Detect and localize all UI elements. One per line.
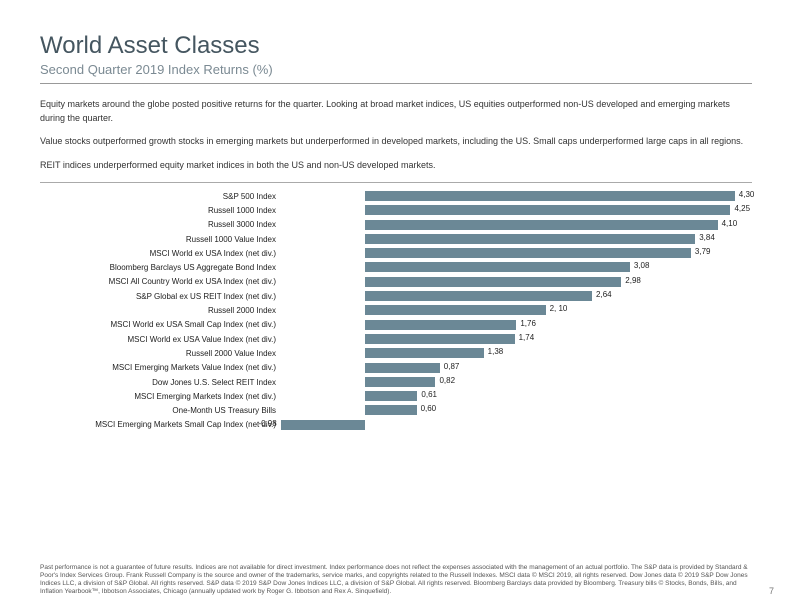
chart-row: MSCI All Country World ex USA Index (net… <box>40 275 752 289</box>
chart-bar-area: 2,64 <box>280 289 752 303</box>
chart-row: Russell 2000 Index 2, 10 <box>40 303 752 317</box>
chart-bar-area: 3,08 <box>280 260 752 274</box>
chart-bar <box>365 305 546 315</box>
chart-row: MSCI World ex USA Index (net div.) 3,79 <box>40 246 752 260</box>
page-subtitle: Second Quarter 2019 Index Returns (%) <box>40 62 752 77</box>
chart-bar-area: 3,84 <box>280 232 752 246</box>
chart-bar <box>365 391 417 401</box>
chart-bar-area: 4,10 <box>280 218 752 232</box>
chart-row-label: MSCI Emerging Markets Index (net div.) <box>40 392 280 401</box>
chart-row: Russell 3000 Index 4,10 <box>40 218 752 232</box>
chart-row: MSCI Emerging Markets Value Index (net d… <box>40 361 752 375</box>
chart-bar <box>281 420 365 430</box>
chart-bar <box>365 234 695 244</box>
chart-bar-area: -0,98 <box>280 418 752 432</box>
chart-value-label: 0,61 <box>417 390 437 399</box>
chart-value-label: 1,76 <box>516 319 536 328</box>
chart-value-label: 2, 10 <box>546 304 568 313</box>
chart-bar <box>365 291 592 301</box>
chart-bar-area: 2,98 <box>280 275 752 289</box>
chart-bar-area: 4,30 <box>280 189 752 203</box>
chart-bar <box>365 363 440 373</box>
chart-bar-area: 1,38 <box>280 346 752 360</box>
chart-row: MSCI Emerging Markets Index (net div.) 0,… <box>40 389 752 403</box>
chart-bar-area: 2, 10 <box>280 303 752 317</box>
chart-row: Dow Jones U.S. Select REIT Index 0,82 <box>40 375 752 389</box>
chart-value-label: 0,87 <box>440 362 460 371</box>
chart-row: S&P 500 Index 4,30 <box>40 189 752 203</box>
chart-bar <box>365 262 630 272</box>
chart-row-label: MSCI World ex USA Value Index (net div.) <box>40 335 280 344</box>
chart-row: Russell 1000 Value Index 3,84 <box>40 232 752 246</box>
chart-row-label: Russell 2000 Index <box>40 306 280 315</box>
chart-row-label: One-Month US Treasury Bills <box>40 406 280 415</box>
chart-bar-area: 0,60 <box>280 403 752 417</box>
chart-bar-area: 4,25 <box>280 203 752 217</box>
footnote: Past performance is not a guarantee of f… <box>40 564 752 597</box>
chart-row-label: S&P 500 Index <box>40 192 280 201</box>
chart-bar-area: 3,79 <box>280 246 752 260</box>
chart-bar <box>365 377 436 387</box>
chart-row-label: Russell 1000 Value Index <box>40 235 280 244</box>
paragraph: Equity markets around the globe posted p… <box>40 98 752 125</box>
chart-value-label: 1,74 <box>515 333 535 342</box>
chart-value-label: 0,60 <box>417 404 437 413</box>
chart-value-label: 3,08 <box>630 261 650 270</box>
chart-row: MSCI Emerging Markets Small Cap Index (n… <box>40 418 752 432</box>
divider <box>40 83 752 84</box>
chart-row: MSCI World ex USA Value Index (net div.)… <box>40 332 752 346</box>
chart-row: Russell 1000 Index 4,25 <box>40 203 752 217</box>
chart-value-label: -0,98 <box>258 419 280 428</box>
chart-row-label: Russell 1000 Index <box>40 206 280 215</box>
chart-bar <box>365 205 731 215</box>
body-text: Equity markets around the globe posted p… <box>40 98 752 172</box>
chart-bar <box>365 191 735 201</box>
chart-row-label: Dow Jones U.S. Select REIT Index <box>40 378 280 387</box>
chart-value-label: 3,79 <box>691 247 711 256</box>
chart-value-label: 0,82 <box>435 376 455 385</box>
page-title: World Asset Classes <box>40 32 752 60</box>
chart-bar-area: 1,74 <box>280 332 752 346</box>
chart-value-label: 4,25 <box>730 204 750 213</box>
chart-bar <box>365 320 516 330</box>
chart-row-label: Russell 3000 Index <box>40 220 280 229</box>
chart-bar <box>365 405 417 415</box>
chart-row-label: MSCI All Country World ex USA Index (net… <box>40 277 280 286</box>
chart-bar <box>365 334 515 344</box>
chart-row-label: MSCI Emerging Markets Small Cap Index (n… <box>40 420 280 429</box>
chart-row-label: MSCI World ex USA Small Cap Index (net d… <box>40 320 280 329</box>
chart-bar-area: 0,82 <box>280 375 752 389</box>
chart-row-label: Russell 2000 Value Index <box>40 349 280 358</box>
chart-bar <box>365 277 621 287</box>
chart-row-label: S&P Global ex US REIT Index (net div.) <box>40 292 280 301</box>
chart-value-label: 2,98 <box>621 276 641 285</box>
chart-value-label: 3,84 <box>695 233 715 242</box>
chart-value-label: 4,10 <box>718 219 738 228</box>
thin-divider <box>40 182 752 183</box>
chart-bar <box>365 248 691 258</box>
chart-value-label: 4,30 <box>735 190 755 199</box>
returns-bar-chart: S&P 500 Index4,30Russell 1000 Index4,25R… <box>40 189 752 432</box>
chart-row: Bloomberg Barclays US Aggregate Bond Ind… <box>40 260 752 274</box>
paragraph: Value stocks outperformed growth stocks … <box>40 135 752 149</box>
chart-bar <box>365 220 718 230</box>
chart-row: MSCI World ex USA Small Cap Index (net d… <box>40 318 752 332</box>
paragraph: REIT indices underperformed equity marke… <box>40 159 752 173</box>
chart-row-label: Bloomberg Barclays US Aggregate Bond Ind… <box>40 263 280 272</box>
chart-bar-area: 0,61 <box>280 389 752 403</box>
page-number: 7 <box>769 586 774 596</box>
chart-row: One-Month US Treasury Bills 0,60 <box>40 403 752 417</box>
chart-value-label: 1,38 <box>484 347 504 356</box>
chart-bar-area: 1,76 <box>280 318 752 332</box>
chart-value-label: 2,64 <box>592 290 612 299</box>
chart-row: Russell 2000 Value Index 1,38 <box>40 346 752 360</box>
chart-row-label: MSCI Emerging Markets Value Index (net d… <box>40 363 280 372</box>
chart-bar-area: 0,87 <box>280 361 752 375</box>
chart-row: S&P Global ex US REIT Index (net div.) 2,… <box>40 289 752 303</box>
chart-bar <box>365 348 484 358</box>
chart-row-label: MSCI World ex USA Index (net div.) <box>40 249 280 258</box>
